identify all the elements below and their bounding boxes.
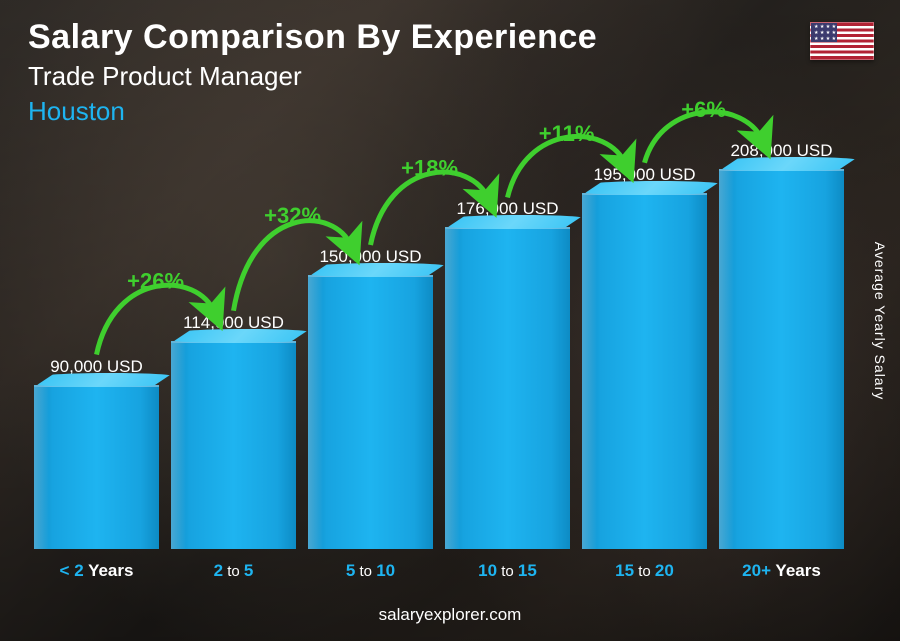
bar-x-label: 20+ Years <box>742 561 821 581</box>
bar <box>719 169 844 549</box>
svg-text:+6%: +6% <box>681 97 726 122</box>
bar <box>308 275 433 549</box>
footer-credit: salaryexplorer.com <box>0 605 900 625</box>
page-title: Salary Comparison By Experience <box>28 18 597 57</box>
location-label: Houston <box>28 96 597 127</box>
bar <box>582 193 707 549</box>
svg-text:+32%: +32% <box>264 203 321 228</box>
svg-text:+26%: +26% <box>127 269 184 294</box>
bar-x-label: < 2 Years <box>60 561 134 581</box>
bar <box>445 227 570 549</box>
country-flag-icon <box>810 22 874 60</box>
bar-group: 208,000 USD20+ Years <box>719 141 844 581</box>
bar-chart: 90,000 USD< 2 Years114,000 USD2 to 5150,… <box>28 141 850 581</box>
job-title: Trade Product Manager <box>28 61 597 92</box>
bar <box>34 385 159 549</box>
bar-group: 150,000 USD5 to 10 <box>308 247 433 581</box>
y-axis-label: Average Yearly Salary <box>872 241 888 400</box>
chart-container: Salary Comparison By Experience Trade Pr… <box>0 0 900 641</box>
bar-x-label: 5 to 10 <box>346 561 395 581</box>
bar-x-label: 2 to 5 <box>214 561 254 581</box>
bar <box>171 341 296 549</box>
bar-group: 176,000 USD10 to 15 <box>445 199 570 581</box>
bar-group: 195,000 USD15 to 20 <box>582 165 707 581</box>
bar-group: 114,000 USD2 to 5 <box>171 313 296 581</box>
header: Salary Comparison By Experience Trade Pr… <box>28 18 597 127</box>
svg-text:+18%: +18% <box>401 155 458 180</box>
bar-x-label: 15 to 20 <box>615 561 674 581</box>
bar-x-label: 10 to 15 <box>478 561 537 581</box>
bar-group: 90,000 USD< 2 Years <box>34 357 159 581</box>
